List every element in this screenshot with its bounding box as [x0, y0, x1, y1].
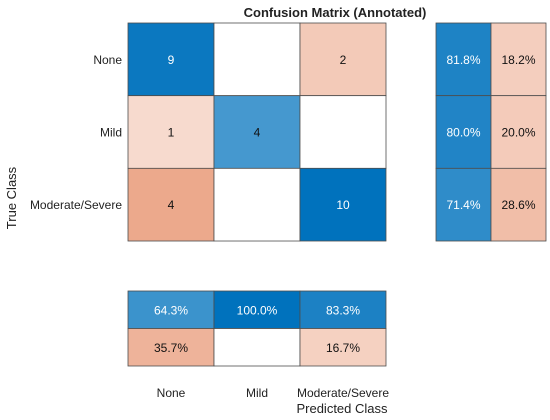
matrix-cell	[299, 95, 387, 169]
column-summary-cell	[213, 290, 301, 329]
matrix-cell	[213, 95, 301, 169]
matrix-cell-value: 1	[168, 126, 175, 140]
column-summary-cell	[299, 290, 387, 329]
row-summary-value: 81.8%	[446, 53, 480, 67]
matrix-cell	[213, 167, 301, 242]
row-summary-value: 28.6%	[501, 198, 535, 212]
matrix-cell	[299, 167, 387, 242]
matrix-cell	[127, 95, 215, 169]
matrix-cell	[299, 22, 387, 97]
column-summary-cell	[127, 328, 215, 367]
matrix-cell	[127, 167, 215, 242]
column-class-label: Moderate/Severe	[297, 386, 389, 400]
matrix-cell-value: 9	[168, 53, 175, 67]
row-summary-cell	[490, 22, 547, 97]
row-class-label: Mild	[100, 126, 122, 140]
column-summary-cell	[299, 328, 387, 367]
column-summary-value: 64.3%	[154, 303, 188, 317]
matrix-cell-value: 4	[168, 198, 175, 212]
class-labels: None Mild Moderate/Severe None Mild Moderate/…	[30, 53, 389, 400]
row-class-label: Moderate/Severe	[30, 198, 122, 212]
row-summary-value: 18.2%	[501, 53, 535, 67]
row-summary-matrix: 81.8% 18.2% 80.0% 20.0% 71.4% 28.6%	[435, 22, 547, 242]
row-summary-value: 80.0%	[446, 126, 480, 140]
row-class-label: None	[93, 53, 122, 67]
column-summary-value: 100.0%	[237, 303, 278, 317]
row-summary-cell	[490, 95, 547, 169]
column-summary-value: 16.7%	[326, 341, 360, 355]
column-summary-value: 83.3%	[326, 303, 360, 317]
row-summary-value: 20.0%	[501, 126, 535, 140]
column-summary-matrix: 64.3% 100.0% 83.3% 35.7% 16.7%	[127, 290, 387, 367]
matrix-cell-value: 2	[340, 53, 347, 67]
column-class-label: Mild	[246, 386, 268, 400]
row-summary-cell	[490, 167, 547, 242]
matrix-cell-value: 4	[254, 126, 261, 140]
column-summary-value: 35.7%	[154, 341, 188, 355]
matrix-cell	[127, 22, 215, 97]
x-axis-label: Predicted Class	[296, 401, 388, 416]
matrix-cell	[213, 22, 301, 97]
column-class-label: None	[157, 386, 186, 400]
y-axis-label: True Class	[4, 166, 19, 229]
row-summary-value: 71.4%	[446, 198, 480, 212]
column-summary-cell	[213, 328, 301, 367]
chart-title: Confusion Matrix (Annotated)	[244, 5, 427, 20]
matrix-cell-value: 10	[336, 198, 350, 212]
main-matrix: 9 2 1 4 4 10	[127, 22, 387, 242]
